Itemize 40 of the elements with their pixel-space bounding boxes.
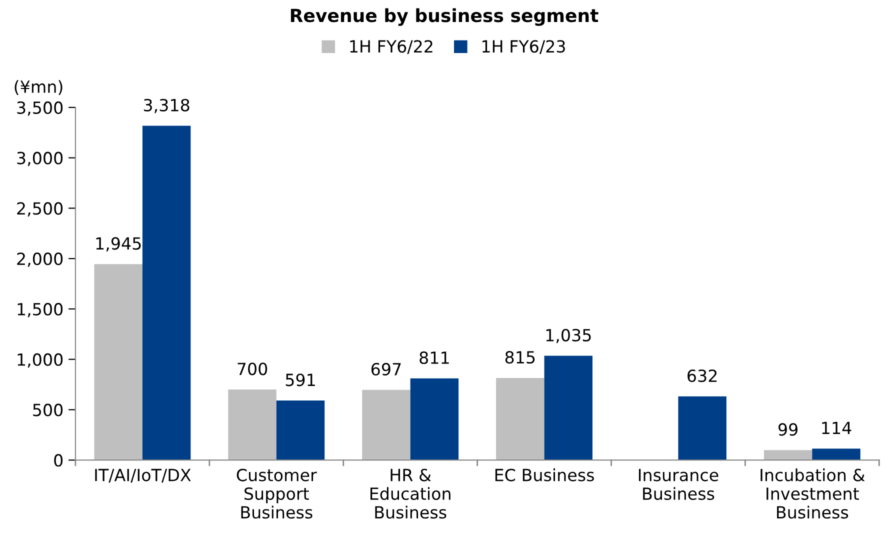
data-label: 114 [822,422,852,434]
x-tick-label: EC Business [495,468,594,482]
bar [410,378,459,460]
chart-title: Revenue by business segment [290,8,598,26]
y-tick-label: 2,000 [17,252,63,267]
legend-label: 1H FY6/23 [482,40,565,54]
y-tick-label: 1,000 [18,353,63,368]
bar [276,400,325,460]
y-tick-label: 500 [33,404,63,416]
bar [94,264,142,460]
y-tick-label: 2,500 [17,202,63,216]
bar [496,378,544,460]
y-tick-label: 1,500 [18,302,63,318]
data-label: 700 [238,362,268,376]
data-label: 815 [505,351,535,364]
y-tick-label: 0 [54,454,63,467]
y-axis-title: (¥mn) [14,80,62,95]
data-label: 632 [688,369,717,382]
data-label: 99 [778,423,798,436]
data-label: 1,945 [96,237,141,252]
y-tick-label: 3,000 [17,152,63,166]
x-tick-label: Insurance Business [638,468,718,500]
legend-label: 1H FY6/22 [350,40,432,54]
data-label: 697 [371,362,401,376]
bar [362,390,410,460]
bar [228,390,276,460]
x-tick-label: IT/AI/IoT/DX [95,468,191,483]
y-tick-label: 3,500 [17,101,63,116]
data-label: 1,035 [546,328,591,344]
bar [678,396,726,460]
data-label: 3,318 [144,98,190,114]
data-label: 591 [286,374,315,386]
bar [544,356,592,460]
x-tick-label: Incubation & Investment Business [760,468,865,519]
x-tick-label: HR & Education Business [370,468,450,519]
x-tick-label: Customer Support Business [236,468,317,519]
bar [812,448,860,460]
bar [142,126,191,460]
data-label: 811 [420,351,449,364]
bar [764,450,812,460]
